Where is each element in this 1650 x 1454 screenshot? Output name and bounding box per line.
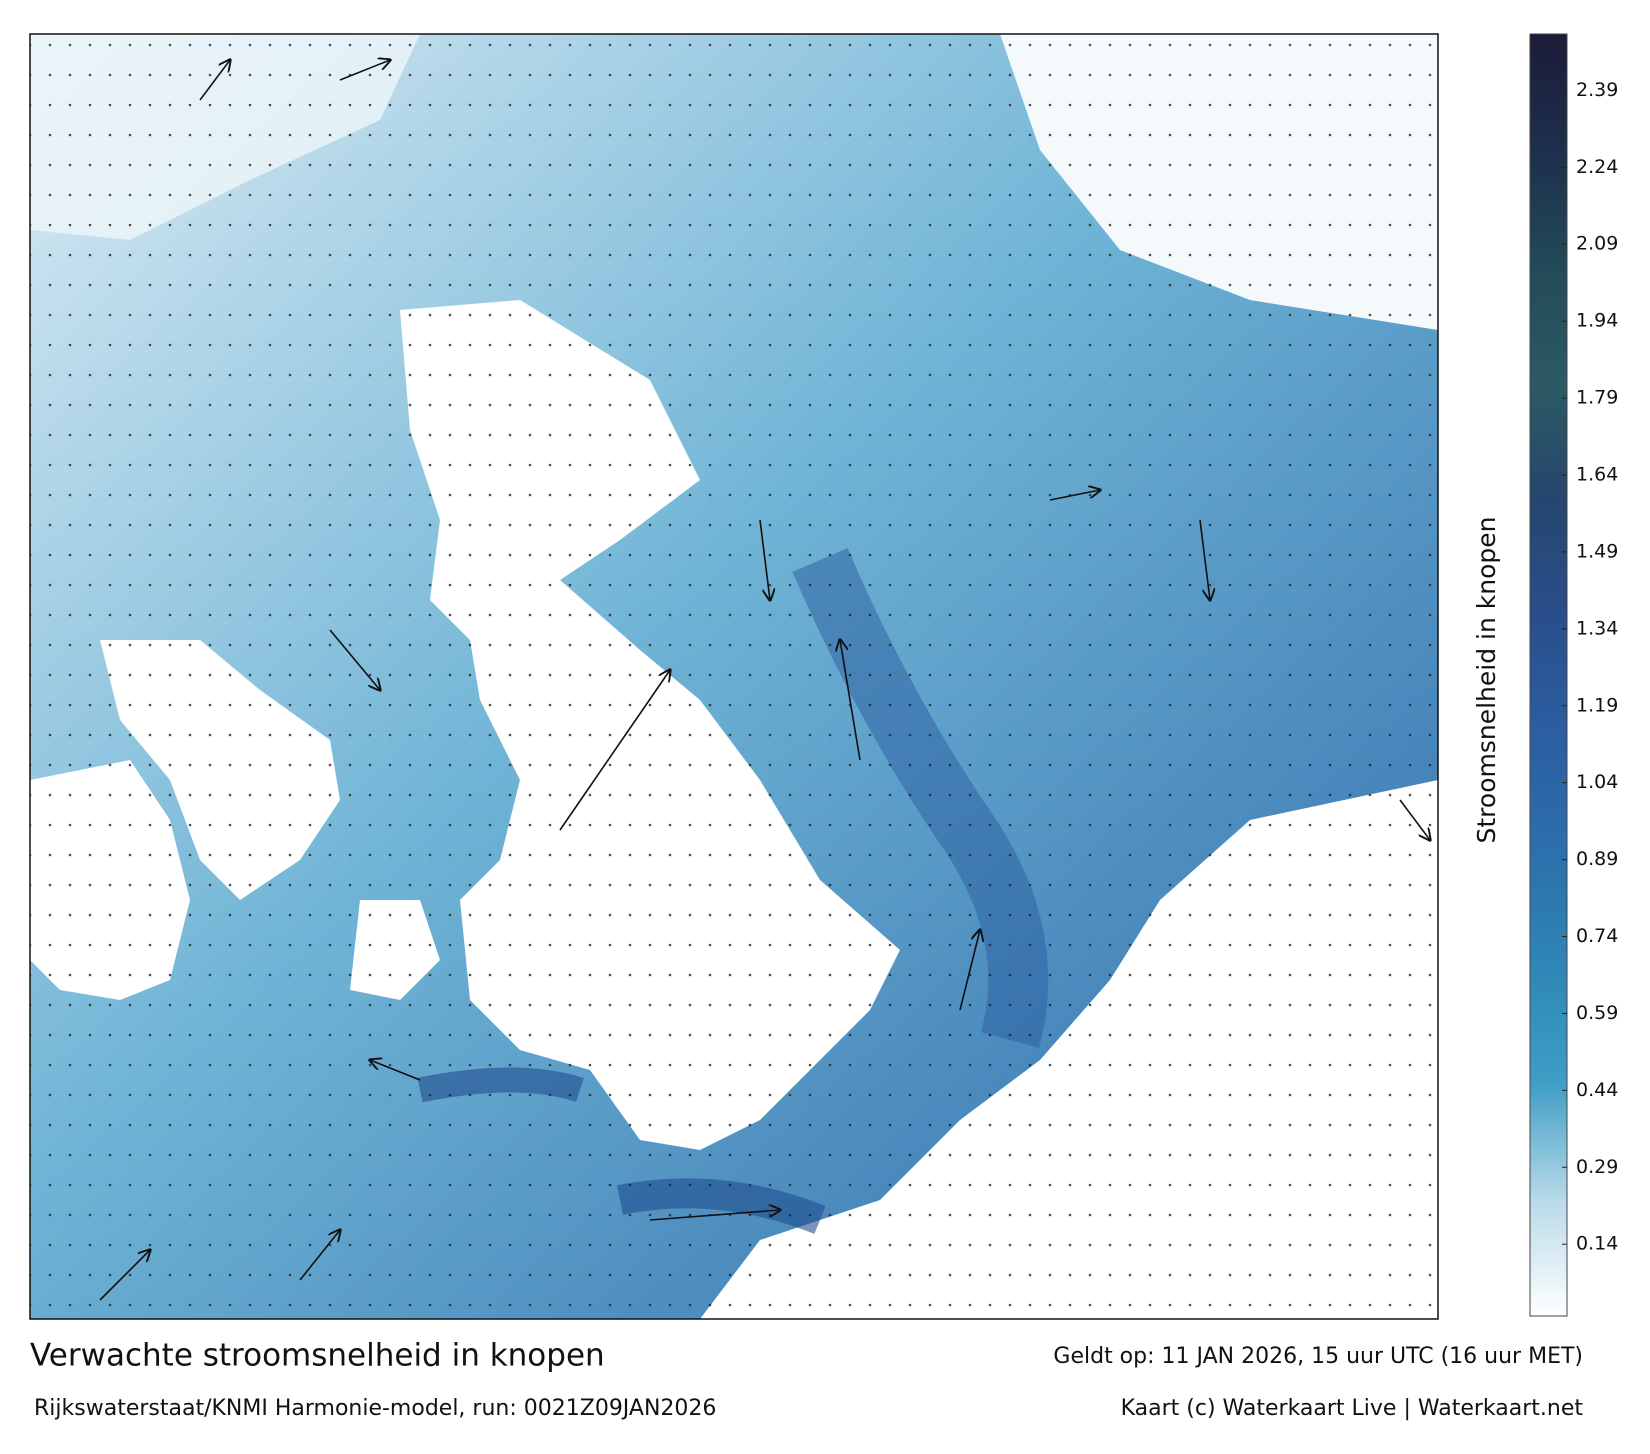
colorbar-tick-label: 1.34 (1576, 617, 1618, 639)
credits: Kaart (c) Waterkaart Live | Waterkaart.n… (1121, 1396, 1584, 1421)
valid-time: Geldt op: 11 JAN 2026, 15 uur UTC (16 uu… (1053, 1344, 1583, 1369)
colorbar-tick-label: 1.19 (1576, 694, 1618, 716)
colorbar-tick-label: 0.59 (1576, 1002, 1618, 1024)
map (30, 34, 1438, 1319)
title: Verwachte stroomsnelheid in knopen (30, 1338, 605, 1374)
colorbar-tick-label: 2.24 (1576, 156, 1618, 178)
map-frame (29, 33, 1439, 1320)
colorbar-tick-label: 2.09 (1576, 233, 1618, 255)
colorbar-tick-label: 0.74 (1576, 925, 1618, 947)
grid-dots (30, 34, 1438, 1319)
colorbar-tick-label: 0.14 (1576, 1233, 1618, 1255)
colorbar-tick-label: 2.39 (1576, 79, 1618, 101)
colorbar-tick-label: 1.79 (1576, 387, 1618, 409)
colorbar-tick-label: 1.64 (1576, 464, 1618, 486)
colorbar-label: Stroomsnelheid in knopen (1472, 517, 1501, 844)
colorbar-tick-label: 0.29 (1576, 1156, 1618, 1178)
colorbar-tick-label: 1.94 (1576, 310, 1618, 332)
colorbar-tick-label: 1.49 (1576, 540, 1618, 562)
current-arrows (99, 60, 1430, 1301)
colorbar-tick-label: 0.44 (1576, 1079, 1618, 1101)
colorbar: 0.14 0.29 0.44 0.59 0.74 0.89 1.04 1.19 1.34 1.49… (1529, 33, 1618, 1317)
colorbar-scale (1529, 33, 1568, 1317)
model-run: Rijkswaterstaat/KNMI Harmonie-model, run… (34, 1396, 716, 1421)
colorbar-tick-label: 1.04 (1576, 771, 1618, 793)
colorbar-tick-label: 0.89 (1576, 848, 1618, 870)
